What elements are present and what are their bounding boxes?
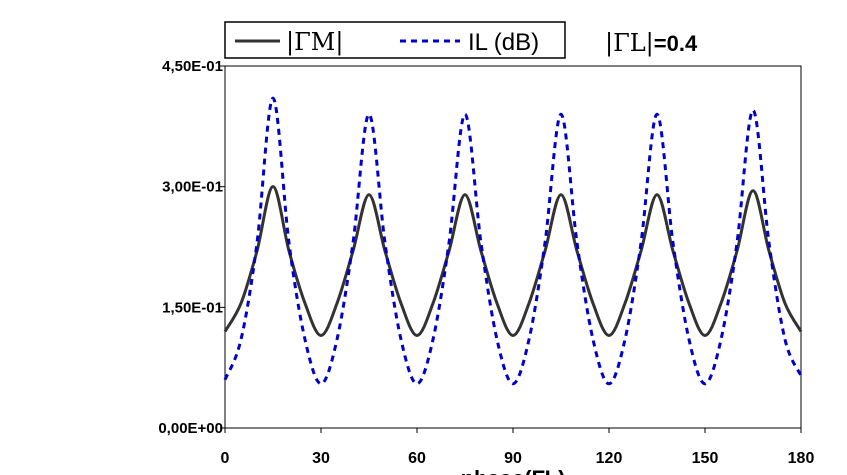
x-axis-label: phase(ΓL) [461, 466, 566, 475]
series-line-0 [223, 185, 803, 337]
x-tick-label: 180 [788, 450, 815, 467]
y-tick-label: 1,50E-01 [162, 299, 223, 316]
y-tick-label: 0,00E+00 [158, 420, 223, 437]
legend-box [224, 21, 566, 59]
x-tick-label: 0 [221, 450, 230, 467]
x-axis: 0 30 60 90 120 150 180 [221, 428, 815, 467]
y-axis: 0,00E+00 1,50E-01 3,00E-01 4,50E-01 [158, 58, 225, 437]
legend-label-series-0: |ΓM| [286, 28, 343, 57]
x-tick-label: 150 [692, 450, 719, 467]
annotation-value: =0.4 [654, 31, 698, 56]
y-tick-label: 3,00E-01 [162, 179, 223, 196]
plot-area [224, 65, 802, 429]
x-tick-label: 90 [504, 450, 522, 467]
annotation: |ΓL|=0.4 [605, 29, 698, 58]
x-tick-label: 60 [408, 450, 426, 467]
x-tick-label: 30 [312, 450, 330, 467]
legend-label-series-1: IL (dB) [468, 29, 539, 56]
series-line-1 [223, 96, 803, 386]
y-tick-label: 4,50E-01 [162, 58, 223, 75]
annotation-symbol: |ΓL| [605, 29, 654, 58]
series-layer [223, 96, 803, 386]
x-tick-label: 120 [596, 450, 623, 467]
